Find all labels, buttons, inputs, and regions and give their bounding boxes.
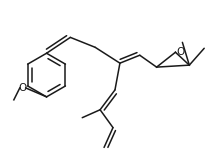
Text: O: O <box>19 83 27 93</box>
Text: O: O <box>176 47 185 57</box>
